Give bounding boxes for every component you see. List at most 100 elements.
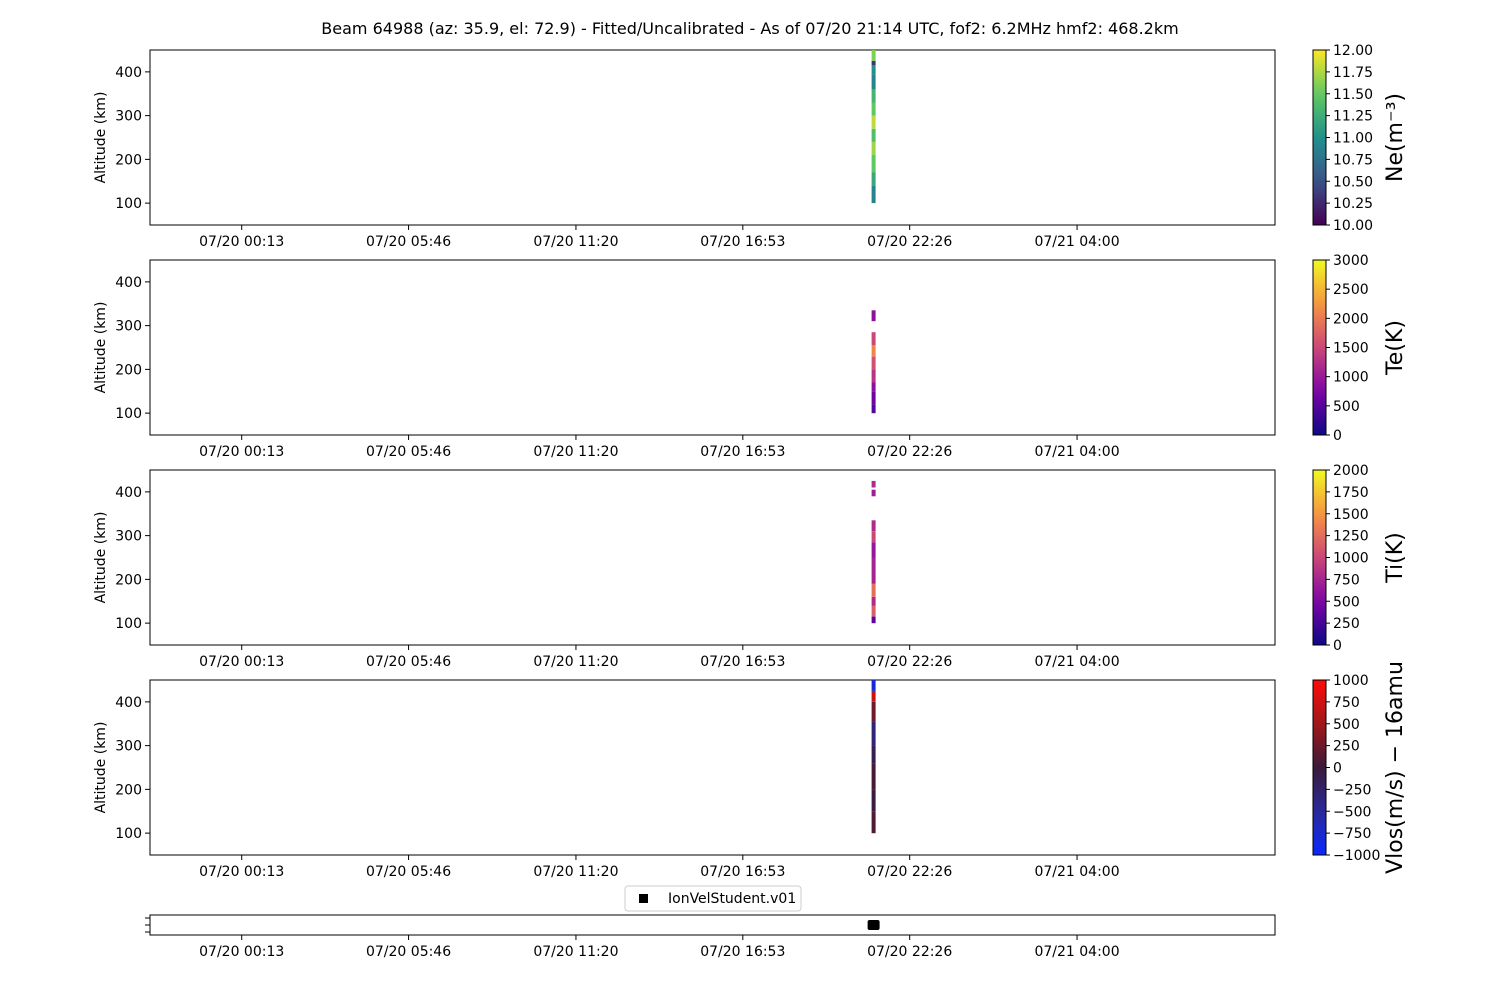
y-tick-label: 200 <box>115 572 142 588</box>
data-cell <box>871 141 876 155</box>
data-cell <box>871 680 876 691</box>
data-cell <box>871 811 876 834</box>
colorbar-tick-label: 2000 <box>1333 311 1369 327</box>
colorbar-tick-label: −500 <box>1333 804 1371 820</box>
data-cell <box>871 391 876 405</box>
plot-area <box>149 259 1276 436</box>
data-cell <box>871 531 876 543</box>
data-cell <box>871 128 876 142</box>
data-cell <box>871 102 876 116</box>
data-cell <box>871 60 876 66</box>
chart-title: Beam 64988 (az: 35.9, el: 72.9) - Fitted… <box>321 19 1178 38</box>
x-tick-label: 07/20 05:46 <box>366 944 451 960</box>
colorbar-tick-label: 750 <box>1333 695 1360 711</box>
legend-box <box>624 885 802 912</box>
data-cell <box>871 789 876 812</box>
colorbar <box>1312 679 1327 856</box>
y-axis-label: Altitude (km) <box>93 512 109 604</box>
data-cell <box>871 310 876 322</box>
colorbar-label: Te(K) <box>1383 320 1408 376</box>
data-cell <box>871 115 876 129</box>
legend-marker-square <box>639 894 648 903</box>
data-cell <box>871 185 876 204</box>
colorbar-tick-label: 3000 <box>1333 253 1369 269</box>
data-cell <box>871 74 876 90</box>
source-strip <box>149 914 1276 936</box>
data-cell <box>871 356 876 370</box>
y-tick-label: 200 <box>115 362 142 378</box>
data-cell <box>871 701 876 722</box>
y-tick-label: 100 <box>115 196 142 212</box>
colorbar-label: Ti(K) <box>1383 532 1408 583</box>
colorbar-tick-label: 11.00 <box>1333 131 1373 147</box>
colorbar-tick-label: 1500 <box>1333 507 1369 523</box>
x-tick-label: 07/20 00:13 <box>199 234 284 250</box>
x-tick-label: 07/20 16:53 <box>700 864 785 880</box>
colorbar-tick-label: 500 <box>1333 399 1360 415</box>
data-cell <box>871 690 876 702</box>
colorbar-tick-label: 1000 <box>1333 370 1369 386</box>
x-tick-label: 07/20 22:26 <box>867 944 952 960</box>
colorbar-tick-label: 12.00 <box>1333 43 1373 59</box>
y-tick-label: 200 <box>115 152 142 168</box>
x-tick-label: 07/20 16:53 <box>700 444 785 460</box>
data-cell <box>871 332 876 346</box>
x-tick-label: 07/20 16:53 <box>700 654 785 670</box>
x-tick-label: 07/20 11:20 <box>533 234 618 250</box>
data-cell <box>871 65 876 75</box>
colorbar-tick-label: 500 <box>1333 717 1360 733</box>
data-cell <box>871 50 876 61</box>
x-tick-label: 07/20 11:20 <box>533 444 618 460</box>
data-cell <box>871 557 876 584</box>
colorbar-tick-label: 2000 <box>1333 463 1369 479</box>
panel-3: 100 200 300 400 Altitude (km) 07/20 00:13 07/2… <box>93 463 1408 670</box>
data-cell <box>871 369 876 383</box>
colorbar-tick-label: 1250 <box>1333 529 1369 545</box>
data-cell <box>871 605 876 617</box>
panel-4: 100 200 300 400 Altitude (km) 07/20 00:13 07/2… <box>93 661 1408 880</box>
x-tick-label: 07/20 00:13 <box>199 864 284 880</box>
data-cell <box>871 345 876 357</box>
colorbar-tick-label: 10.75 <box>1333 152 1373 168</box>
data-cell <box>871 382 876 392</box>
colorbar-tick-label: 11.50 <box>1333 87 1373 103</box>
x-tick-label: 07/20 00:13 <box>199 444 284 460</box>
x-tick-label: 07/20 00:13 <box>199 654 284 670</box>
x-tick-label: 07/20 11:20 <box>533 944 618 960</box>
x-tick-label: 07/20 11:20 <box>533 864 618 880</box>
data-cell <box>871 155 876 173</box>
x-tick-label: 07/20 05:46 <box>366 444 451 460</box>
x-tick-label: 07/21 04:00 <box>1034 944 1119 960</box>
colorbar <box>1312 259 1327 436</box>
y-tick-label: 400 <box>115 275 142 291</box>
strip-marker-square <box>867 920 880 930</box>
x-tick-label: 07/21 04:00 <box>1034 864 1119 880</box>
y-axis-label: Altitude (km) <box>93 92 109 184</box>
x-tick-label: 07/20 05:46 <box>366 234 451 250</box>
colorbar-tick-label: −250 <box>1333 782 1371 798</box>
y-tick-label: 200 <box>115 782 142 798</box>
data-cell <box>871 596 876 606</box>
y-axis-label: Altitude (km) <box>93 722 109 814</box>
x-tick-label: 07/20 22:26 <box>867 234 952 250</box>
colorbar-tick-label: 1500 <box>1333 341 1369 357</box>
y-tick-label: 300 <box>115 319 142 335</box>
legend: IonVelStudent.v01 <box>624 885 802 912</box>
x-tick-label: 07/20 22:26 <box>867 654 952 670</box>
y-tick-label: 300 <box>115 529 142 545</box>
legend-label: IonVelStudent.v01 <box>668 891 796 907</box>
data-cell <box>871 721 876 746</box>
x-tick-label: 07/21 04:00 <box>1034 654 1119 670</box>
x-tick-label: 07/20 22:26 <box>867 864 952 880</box>
y-tick-label: 300 <box>115 109 142 125</box>
data-cell <box>871 583 876 597</box>
y-tick-label: 100 <box>115 826 142 842</box>
y-tick-label: 400 <box>115 695 142 711</box>
y-tick-label: 400 <box>115 485 142 501</box>
colorbar-tick-label: 10.50 <box>1333 174 1373 190</box>
colorbar-tick-label: 750 <box>1333 572 1360 588</box>
colorbar-tick-label: 10.25 <box>1333 196 1373 212</box>
colorbar-tick-label: 1000 <box>1333 551 1369 567</box>
x-tick-label: 07/20 16:53 <box>700 944 785 960</box>
